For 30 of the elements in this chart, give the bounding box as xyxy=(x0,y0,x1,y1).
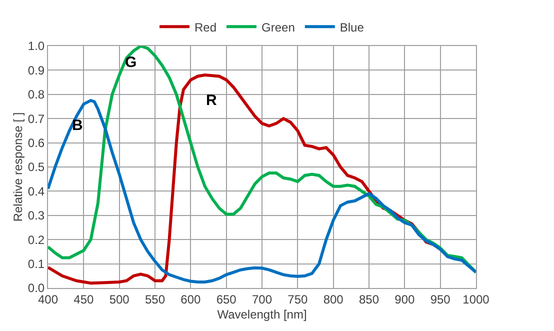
x-tick-label: 1000 xyxy=(462,292,490,306)
y-tick-label: 0.7 xyxy=(28,112,45,126)
y-tick-label: 1.0 xyxy=(28,39,45,54)
x-tick-label: 900 xyxy=(394,292,415,306)
x-tick-label: 600 xyxy=(180,292,201,306)
annotation: B xyxy=(72,117,83,134)
x-tick-label: 750 xyxy=(288,292,308,306)
y-axis-title: Relative response [ ] xyxy=(11,112,26,222)
y-tick-label: 0.2 xyxy=(28,232,45,247)
y-tick-label: 0.4 xyxy=(28,184,45,198)
legend-label: Blue xyxy=(340,20,364,34)
x-tick-label: 650 xyxy=(216,292,237,306)
y-tick-label: 0.8 xyxy=(28,88,45,102)
x-axis-title: Wavelength [nm] xyxy=(217,307,307,322)
annotation: G xyxy=(125,54,137,71)
y-tick-label: 0.3 xyxy=(28,208,45,223)
x-tick-label: 450 xyxy=(74,292,94,306)
x-tick-label: 950 xyxy=(430,292,451,306)
legend-label: Green xyxy=(262,20,295,34)
y-tick-label: 0.9 xyxy=(28,63,45,78)
x-tick-label: 850 xyxy=(358,292,380,306)
y-tick-label: 0.6 xyxy=(28,136,45,150)
y-tick-label: 0.5 xyxy=(28,160,45,174)
x-tick-label: 800 xyxy=(323,292,344,306)
legend-label: Red xyxy=(194,20,217,34)
x-tick-label: 500 xyxy=(109,292,130,306)
annotation: R xyxy=(206,92,217,109)
y-tick-label: 0.1 xyxy=(28,257,45,271)
x-tick-label: 700 xyxy=(252,292,272,306)
x-tick-label: 550 xyxy=(144,292,166,306)
